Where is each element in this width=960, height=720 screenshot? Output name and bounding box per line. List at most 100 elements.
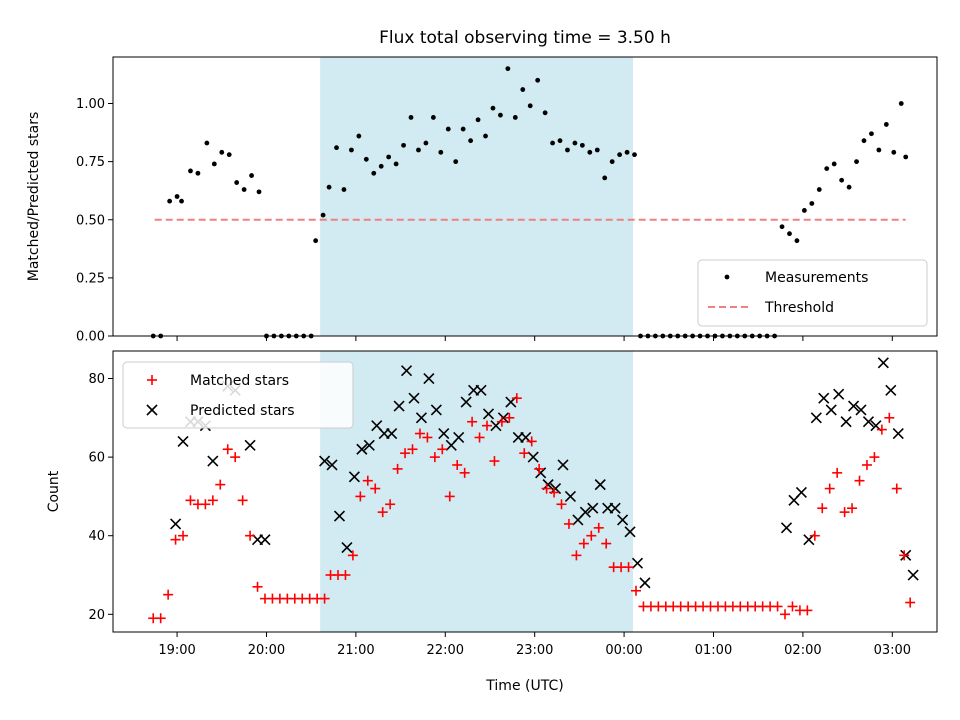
measurement-point xyxy=(475,117,481,123)
measurement-point xyxy=(617,152,623,158)
measurement-point xyxy=(371,170,377,176)
x-stroke-b xyxy=(348,471,360,483)
predicted-star-point xyxy=(564,490,577,502)
measurement-point xyxy=(195,170,201,176)
x-stroke-b xyxy=(356,443,368,455)
x-stroke-b xyxy=(177,435,189,447)
matched-star-point xyxy=(504,412,515,423)
x-stroke-b xyxy=(393,400,405,412)
legend-measurements-marker xyxy=(724,274,730,280)
measurement-point xyxy=(535,77,541,83)
predicted-star-point xyxy=(609,502,621,514)
measurement-point xyxy=(453,159,459,165)
x-stroke-b xyxy=(430,404,442,416)
predicted-star-point xyxy=(840,416,852,428)
measurement-point xyxy=(602,175,608,181)
predicted-star-point xyxy=(453,431,465,444)
predicted-star-point xyxy=(438,427,450,440)
x-stroke-b xyxy=(609,502,621,514)
predicted-star-point xyxy=(400,365,413,377)
x-stroke-b xyxy=(780,522,793,534)
matched-star-point xyxy=(631,585,642,596)
measurement-point xyxy=(313,238,319,244)
measurement-point xyxy=(816,187,822,192)
x-stroke-b xyxy=(244,439,256,451)
predicted-star-point xyxy=(594,479,606,491)
predicted-star-point xyxy=(363,439,375,451)
predicted-star-point xyxy=(393,400,405,412)
legend-predicted-marker xyxy=(146,404,158,416)
matched-star-point xyxy=(467,416,478,427)
predicted-star-point xyxy=(386,427,398,440)
top-y-tick-label: 0.75 xyxy=(76,155,105,170)
predicted-star-point xyxy=(259,534,271,546)
measurement-point xyxy=(326,184,332,190)
measurement-point xyxy=(241,187,247,192)
matched-star-point xyxy=(578,538,589,549)
matched-star-point xyxy=(392,463,403,474)
predicted-star-point xyxy=(624,526,636,538)
measurement-point xyxy=(557,138,563,144)
predicted-star-point xyxy=(341,541,353,554)
predicted-star-point xyxy=(818,392,830,404)
matched-star-point xyxy=(876,424,887,435)
bottom-legend-box xyxy=(122,361,354,429)
x-stroke-b xyxy=(371,420,383,432)
predicted-star-point xyxy=(579,506,591,518)
matched-star-point xyxy=(496,416,507,427)
x-stroke-b xyxy=(415,412,428,424)
measurement-point xyxy=(520,87,526,92)
matched-star-point xyxy=(163,589,174,600)
matched-star-point xyxy=(571,550,582,561)
measurement-point xyxy=(609,159,615,165)
predicted-star-point xyxy=(460,396,472,408)
x-tick-label: 03:00 xyxy=(874,643,911,658)
predicted-star-point xyxy=(907,569,919,581)
matched-star-point xyxy=(245,530,256,541)
top-axes-frame xyxy=(112,56,938,337)
x-stroke-b xyxy=(833,388,845,400)
measurement-point xyxy=(824,166,830,172)
matched-star-point xyxy=(511,393,522,404)
matched-star-point xyxy=(355,491,366,502)
matched-star-point xyxy=(623,562,634,573)
predicted-star-point xyxy=(639,577,651,589)
measurement-point xyxy=(565,147,570,153)
x-stroke-b xyxy=(825,404,837,416)
measurement-point xyxy=(423,140,429,146)
measurement-point xyxy=(386,154,392,160)
matched-star-point xyxy=(170,534,181,545)
x-stroke-b xyxy=(423,372,435,385)
matched-star-point xyxy=(370,483,381,494)
measurement-point xyxy=(876,147,882,153)
measurement-point xyxy=(490,105,496,111)
bottom-y-tick-label: 40 xyxy=(88,529,105,544)
matched-star-point xyxy=(437,444,448,455)
measurement-point xyxy=(505,66,511,72)
measurement-point xyxy=(527,103,533,109)
x-stroke-b xyxy=(587,502,599,514)
matched-star-point xyxy=(891,483,902,494)
matched-star-point xyxy=(534,463,545,474)
measurement-point xyxy=(460,126,466,132)
x-tick-label: 20:00 xyxy=(248,643,285,658)
x-stroke-b xyxy=(624,526,636,538)
legend-measurements-label: Measurements xyxy=(765,270,868,286)
matched-star-point xyxy=(252,581,263,592)
predicted-star-point xyxy=(833,388,845,400)
matched-star-point xyxy=(429,452,440,463)
measurement-point xyxy=(349,147,354,153)
x-stroke-b xyxy=(259,534,271,546)
matched-star-point xyxy=(772,601,783,612)
x-stroke-b xyxy=(617,514,629,526)
matched-star-point xyxy=(847,503,858,514)
measurement-point xyxy=(594,147,600,153)
predicted-star-point xyxy=(170,518,182,530)
predicted-star-point xyxy=(855,404,867,416)
measurement-point xyxy=(779,224,785,230)
predicted-star-point xyxy=(885,384,897,396)
measurement-point xyxy=(438,149,444,155)
x-stroke-b xyxy=(847,400,860,412)
x-stroke-b xyxy=(892,427,904,440)
predicted-star-point xyxy=(557,459,569,471)
